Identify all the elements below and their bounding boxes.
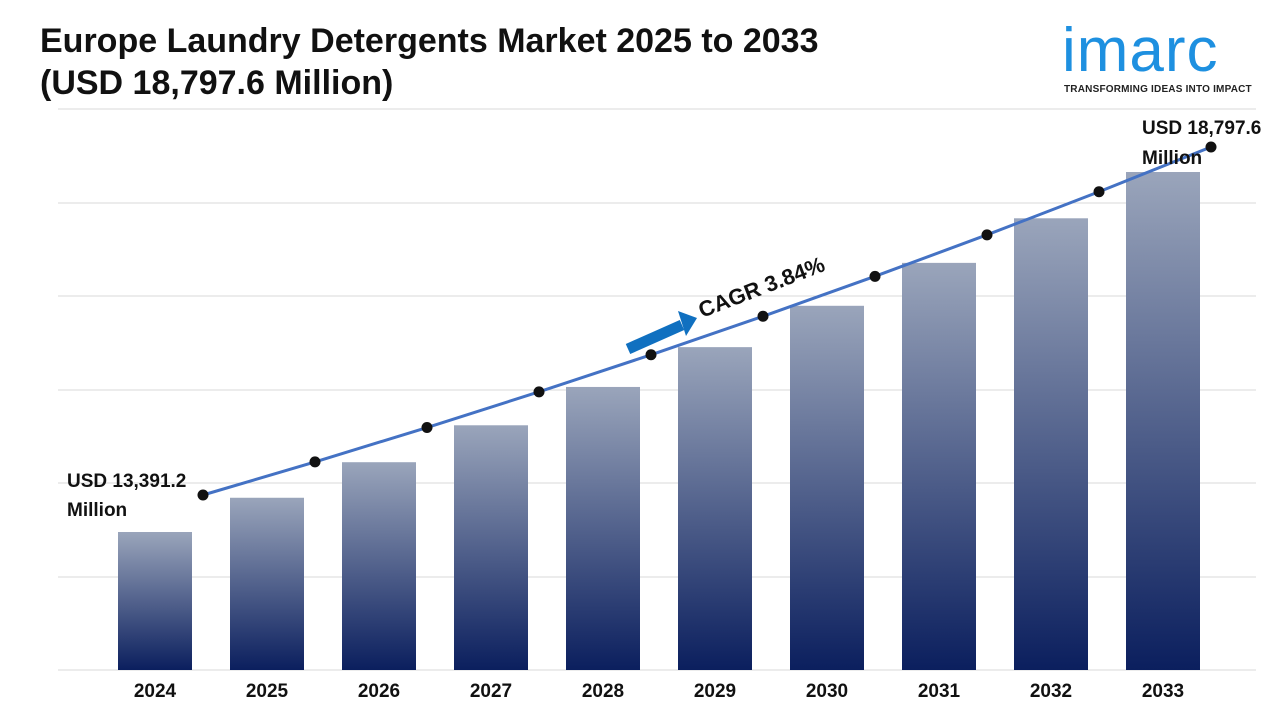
bar-2033 xyxy=(1126,172,1200,670)
x-tick-label: 2025 xyxy=(246,681,289,702)
start-value-label-unit: Million xyxy=(67,500,127,521)
bar-2029 xyxy=(678,347,752,670)
x-tick-label: 2032 xyxy=(1030,681,1072,702)
start-value-label: USD 13,391.2 xyxy=(67,471,186,492)
chart-title-line2: (USD 18,797.6 Million) xyxy=(40,64,394,102)
cagr-arrow-shaft xyxy=(625,319,685,355)
bar-2027 xyxy=(454,425,528,670)
trend-marker-2027 xyxy=(533,386,545,398)
logo-tagline: TRANSFORMING IDEAS INTO IMPACT xyxy=(1064,84,1252,95)
trend-marker-2024 xyxy=(197,489,209,501)
trend-marker-2026 xyxy=(421,422,433,434)
bar-2031 xyxy=(902,262,976,670)
trend-marker-2028 xyxy=(645,349,657,361)
x-tick-label: 2029 xyxy=(694,681,736,702)
trend-marker-2030 xyxy=(869,270,881,282)
x-tick-label: 2033 xyxy=(1142,681,1184,702)
x-tick-label: 2030 xyxy=(806,681,848,702)
bar-2030 xyxy=(790,305,864,670)
cagr-arrow-head xyxy=(678,311,697,336)
trend-marker-2033 xyxy=(1205,141,1217,153)
trend-marker-2029 xyxy=(757,310,769,322)
imarc-logo: imarc TRANSFORMING IDEAS INTO IMPACT xyxy=(1060,8,1270,98)
x-tick-label: 2026 xyxy=(358,681,400,702)
trend-marker-2032 xyxy=(1093,186,1105,198)
x-tick-label: 2031 xyxy=(918,681,961,702)
bar-2024 xyxy=(118,532,192,670)
logo-wordmark: imarc xyxy=(1062,16,1219,85)
trend-line xyxy=(202,145,1212,497)
bar-2028 xyxy=(566,386,640,670)
bar-2032 xyxy=(1014,218,1088,670)
bar-2026 xyxy=(342,462,416,670)
end-value-label-unit: Million xyxy=(1142,148,1202,169)
bar-2025 xyxy=(230,497,304,670)
x-tick-label: 2028 xyxy=(582,681,624,702)
x-tick-label: 2024 xyxy=(134,681,177,702)
trend-marker-2031 xyxy=(981,229,993,241)
chart-title: Europe Laundry Detergents Market 2025 to… xyxy=(40,20,819,104)
trend-marker-2025 xyxy=(309,456,321,468)
cagr-arrow xyxy=(625,311,697,355)
end-value-label: USD 18,797.6 xyxy=(1142,118,1261,139)
chart-title-line1: Europe Laundry Detergents Market 2025 to… xyxy=(40,22,819,60)
x-tick-label: 2027 xyxy=(470,681,512,702)
